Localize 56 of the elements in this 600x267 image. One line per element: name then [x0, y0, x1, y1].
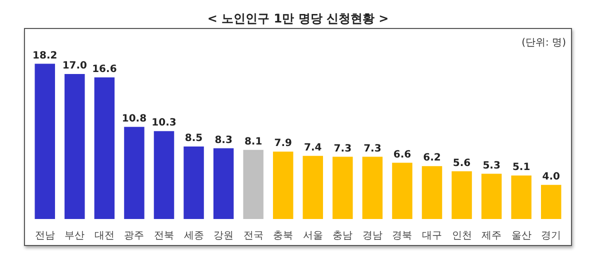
bar — [243, 150, 264, 219]
bar — [422, 166, 442, 219]
bar — [511, 175, 532, 219]
bar — [34, 64, 56, 219]
data-label: 8.1 — [244, 136, 262, 148]
bar — [332, 156, 353, 219]
data-label: 10.3 — [152, 118, 176, 129]
x-tick-label: 충북 — [273, 230, 294, 242]
x-tick-label: 광주 — [124, 230, 144, 242]
bar — [94, 77, 115, 219]
x-tick-label: 제주 — [482, 230, 502, 242]
bar — [452, 171, 472, 219]
x-tick-label: 강원 — [214, 230, 234, 242]
bar — [540, 184, 562, 219]
bar — [154, 131, 174, 219]
bar — [302, 156, 324, 219]
x-tick-label: 울산 — [511, 230, 532, 242]
text: (단위: 명) — [522, 38, 566, 49]
bar — [362, 156, 383, 219]
x-tick-label: 경북 — [392, 230, 412, 242]
x-tick-label: 경남 — [362, 230, 382, 242]
data-label: 5.6 — [452, 158, 471, 169]
data-label: 16.6 — [92, 64, 117, 75]
x-tick-label: 전북 — [154, 230, 174, 242]
x-tick-label: 세종 — [184, 230, 204, 242]
data-label: 18.2 — [32, 50, 58, 62]
x-tick-label: 부산 — [64, 230, 85, 242]
x-tick-label: 대전 — [94, 230, 114, 242]
data-label: 8.5 — [184, 133, 203, 144]
x-tick-label: 경기 — [541, 230, 562, 242]
x-tick-label: 전남 — [34, 230, 55, 242]
x-tick-label: 충남 — [332, 230, 353, 242]
data-label: 7.4 — [304, 142, 322, 154]
bar — [272, 152, 294, 219]
x-tick-label: 전국 — [243, 230, 264, 242]
data-label: 4.0 — [542, 171, 560, 182]
data-label: 17.0 — [62, 60, 88, 72]
chart-title: < 노인인구 1만 명당 신청현황 > — [207, 11, 389, 26]
data-label: 7.3 — [334, 143, 352, 154]
bar — [64, 74, 85, 219]
data-label: 10.8 — [122, 113, 147, 124]
data-label: 5.3 — [482, 160, 500, 172]
x-tick-label: 대구 — [422, 230, 442, 242]
bar — [213, 148, 234, 219]
data-label: 5.1 — [512, 162, 530, 174]
x-tick-label: 서울 — [302, 230, 323, 242]
bar — [481, 174, 502, 219]
x-tick-label: 인천 — [452, 230, 472, 242]
bar — [392, 162, 412, 219]
data-label: 7.9 — [274, 138, 292, 150]
data-label: 6.6 — [393, 149, 412, 160]
data-label: 8.3 — [214, 134, 232, 146]
data-label: 7.3 — [364, 143, 382, 154]
bar — [184, 146, 204, 219]
data-label: 6.2 — [423, 152, 441, 164]
bar — [124, 126, 144, 219]
